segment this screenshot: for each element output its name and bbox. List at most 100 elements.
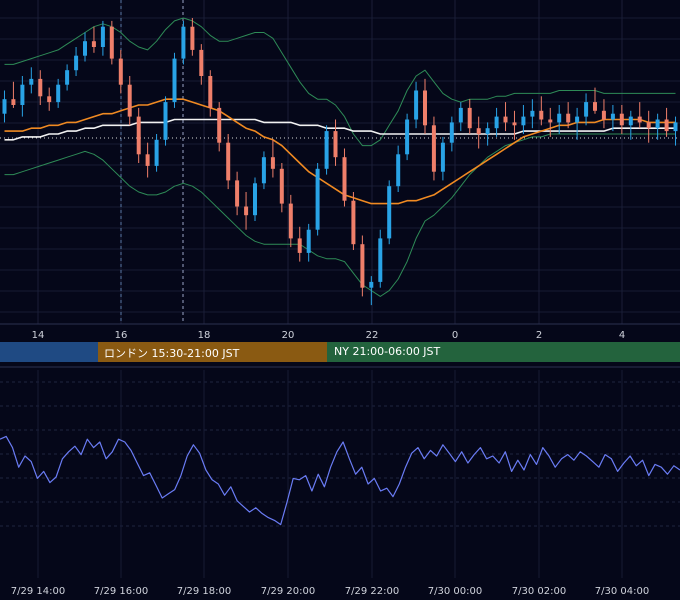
- candle-body: [11, 99, 16, 105]
- candle-body: [601, 110, 606, 120]
- candle-body: [235, 180, 240, 207]
- candle-body: [637, 116, 642, 123]
- candle-body: [244, 206, 249, 216]
- candle-body: [449, 122, 454, 143]
- candle-body: [548, 119, 553, 123]
- candle-body: [414, 90, 419, 120]
- candle-body: [199, 49, 204, 76]
- candle-body: [83, 41, 87, 56]
- candle-body: [306, 229, 311, 253]
- candle-body: [557, 113, 562, 123]
- candle-body: [324, 131, 329, 169]
- price-x-tick-label: 0: [452, 330, 458, 341]
- price-x-tick-label: 18: [198, 330, 211, 341]
- candle-body: [297, 238, 302, 253]
- session-ny-label: NY 21:00-06:00 JST: [334, 345, 441, 358]
- candle-body: [423, 90, 427, 126]
- candle-body: [208, 76, 213, 108]
- candle-body: [279, 168, 284, 204]
- candle-body: [494, 116, 499, 129]
- osc-x-tick-label: 7/30 04:00: [595, 586, 649, 597]
- session-ny: NY 21:00-06:00 JST: [327, 342, 680, 362]
- candle-body: [2, 99, 7, 114]
- osc-x-tick-label: 7/29 20:00: [261, 586, 315, 597]
- candle-body: [351, 200, 356, 245]
- candle-body: [91, 41, 96, 47]
- candle-body: [396, 154, 401, 187]
- candle-body: [458, 107, 463, 123]
- osc-x-tick-label: 7/30 00:00: [428, 586, 482, 597]
- candle-body: [136, 116, 141, 155]
- candle-body: [485, 128, 490, 134]
- candle-body: [610, 113, 615, 120]
- moving-average-orange-line: [4, 98, 676, 205]
- candle-body: [503, 116, 508, 123]
- candle-body: [655, 119, 660, 129]
- osc-x-tick-label: 7/29 14:00: [11, 586, 65, 597]
- candle-body: [163, 102, 168, 140]
- candle-body: [261, 157, 266, 184]
- osc-x-tick-label: 7/29 16:00: [94, 586, 148, 597]
- candle-body: [431, 125, 436, 172]
- candle-body: [360, 244, 365, 288]
- candle-body: [584, 102, 589, 117]
- price-x-tick-label: 22: [366, 330, 379, 341]
- candle-body: [217, 107, 222, 143]
- candle-body: [512, 122, 517, 126]
- candle-body: [127, 84, 132, 117]
- candle-body: [467, 107, 472, 129]
- candle-body: [190, 26, 195, 50]
- price-x-tick-label: 16: [115, 330, 128, 341]
- candle-body: [65, 70, 70, 85]
- bollinger-lower-line: [4, 133, 676, 297]
- candle-body: [440, 142, 445, 172]
- candle-body: [673, 122, 678, 132]
- session-london: ロンドン 15:30-21:00 JST: [98, 342, 327, 362]
- price-x-tick-label: 20: [282, 330, 295, 341]
- candle-body: [333, 131, 338, 158]
- candle-body: [47, 96, 52, 103]
- osc-x-tick-label: 7/29 22:00: [345, 586, 399, 597]
- candle-body: [369, 281, 374, 288]
- candle-body: [530, 110, 535, 117]
- candle-body: [315, 168, 320, 230]
- candle-body: [619, 113, 624, 126]
- candle-body: [118, 58, 123, 85]
- candle-body: [593, 102, 597, 111]
- osc-x-tick-label: 7/29 18:00: [177, 586, 231, 597]
- candle-body: [664, 119, 669, 132]
- candle-body: [575, 116, 580, 123]
- candle-body: [476, 128, 481, 134]
- bollinger-upper-line: [4, 17, 676, 147]
- candle-body: [646, 122, 651, 129]
- candle-body: [181, 26, 186, 59]
- session-bar: ロンドン 15:30-21:00 JST NY 21:00-06:00 JST: [0, 342, 680, 362]
- candle-body: [38, 78, 43, 97]
- candle-body: [109, 26, 114, 59]
- candle-body: [253, 183, 257, 216]
- price-x-tick-label: 4: [619, 330, 625, 341]
- candle-body: [342, 157, 347, 201]
- candle-body: [29, 78, 34, 85]
- price-x-tick-label: 14: [32, 330, 45, 341]
- candle-body: [521, 116, 526, 126]
- candle-body: [539, 110, 544, 120]
- candle-body: [387, 186, 392, 239]
- candle-body: [270, 157, 275, 169]
- candle-body: [20, 84, 25, 105]
- candle-body: [56, 84, 61, 103]
- candle-body: [172, 58, 177, 103]
- oscillator-line: [0, 435, 680, 526]
- session-tokyo: [0, 342, 98, 362]
- moving-average-white-line: [4, 118, 676, 141]
- candle-body: [74, 55, 79, 71]
- osc-x-tick-label: 7/30 02:00: [512, 586, 566, 597]
- candle-body: [566, 113, 571, 123]
- candle-body: [226, 142, 231, 181]
- candle-body: [288, 203, 293, 239]
- candle-body: [628, 116, 633, 126]
- candle-body: [405, 119, 410, 155]
- candle-body: [154, 139, 159, 166]
